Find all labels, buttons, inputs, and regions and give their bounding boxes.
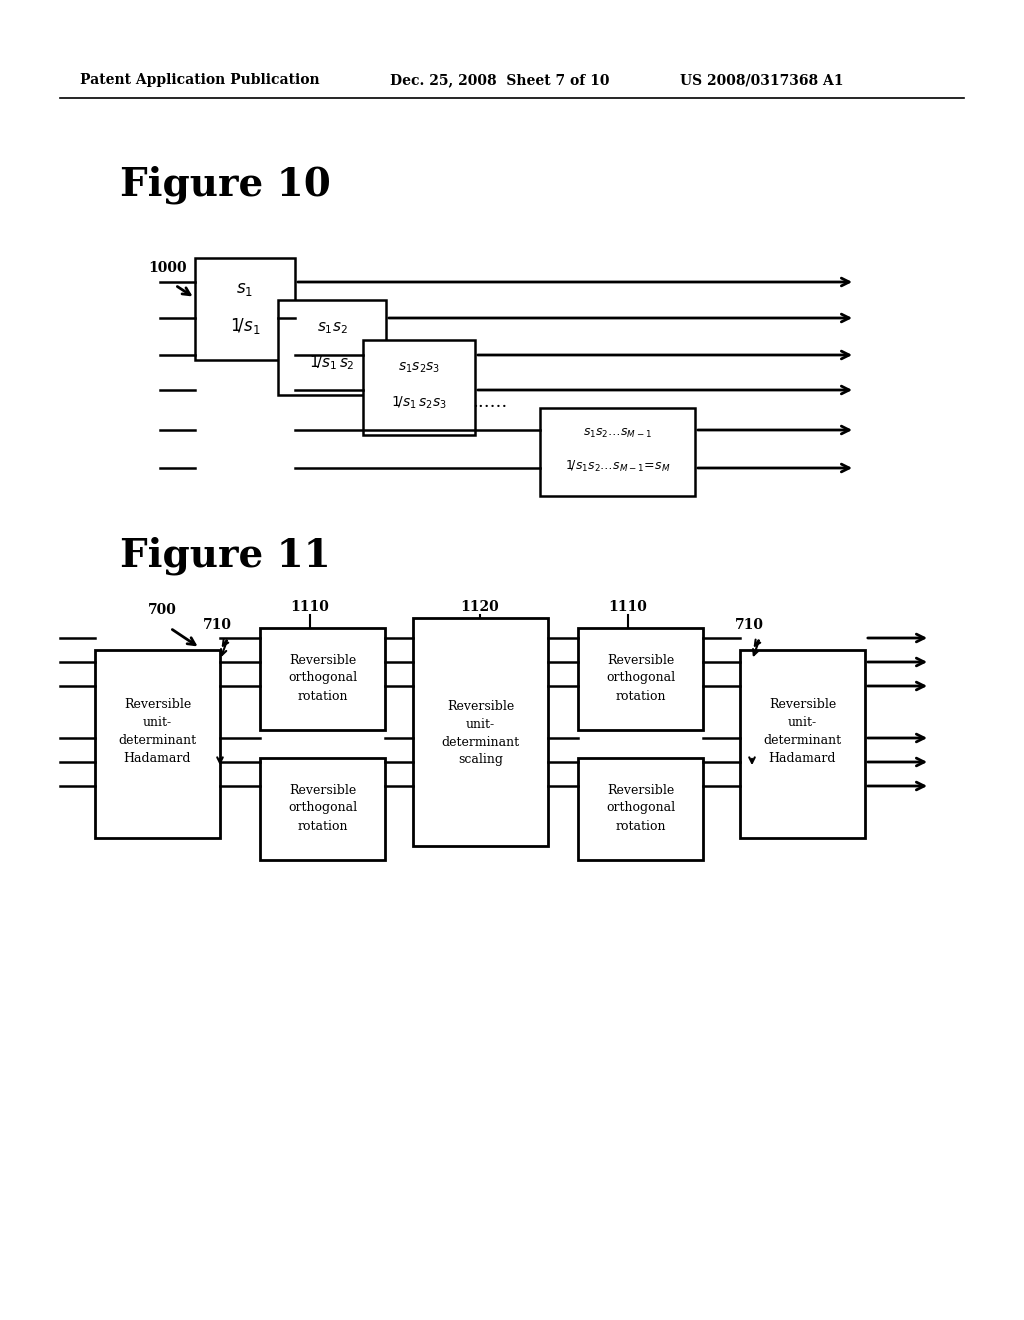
Text: Figure 10: Figure 10	[120, 166, 331, 205]
Text: $1\!/s_1$: $1\!/s_1$	[229, 315, 260, 337]
Text: Reversible: Reversible	[289, 653, 356, 667]
Text: 1110: 1110	[608, 601, 647, 614]
Text: determinant: determinant	[119, 734, 197, 747]
Text: orthogonal: orthogonal	[606, 801, 675, 814]
Bar	[260, 628, 385, 730]
Text: $1\!/s_1\,s_2s_3$: $1\!/s_1\,s_2s_3$	[391, 395, 446, 412]
Text: 1120: 1120	[461, 601, 500, 614]
Text: Dec. 25, 2008  Sheet 7 of 10: Dec. 25, 2008 Sheet 7 of 10	[390, 73, 609, 87]
Text: Reversible: Reversible	[446, 700, 514, 713]
Text: unit-: unit-	[466, 718, 495, 730]
Text: Reversible: Reversible	[769, 698, 837, 711]
Text: rotation: rotation	[615, 689, 666, 702]
Text: 700: 700	[148, 603, 177, 616]
Text: US 2008/0317368 A1: US 2008/0317368 A1	[680, 73, 844, 87]
Bar	[278, 300, 386, 395]
Text: Reversible: Reversible	[607, 784, 674, 796]
Text: determinant: determinant	[441, 735, 519, 748]
Text: $s_1s_2s_3$: $s_1s_2s_3$	[398, 360, 440, 375]
Bar	[540, 408, 695, 496]
Text: Hadamard: Hadamard	[769, 752, 837, 766]
Text: $s_1s_2$: $s_1s_2$	[316, 321, 347, 335]
Text: determinant: determinant	[764, 734, 842, 747]
Text: Hadamard: Hadamard	[124, 752, 191, 766]
Text: $1\!/s_1\,s_2$: $1\!/s_1\,s_2$	[309, 354, 355, 372]
Bar	[740, 649, 865, 838]
Text: rotation: rotation	[297, 820, 348, 833]
Text: rotation: rotation	[615, 820, 666, 833]
Text: scaling: scaling	[458, 754, 503, 767]
Text: Reversible: Reversible	[289, 784, 356, 796]
Text: orthogonal: orthogonal	[288, 672, 357, 685]
Bar	[260, 758, 385, 861]
Bar	[413, 618, 548, 846]
Text: Reversible: Reversible	[607, 653, 674, 667]
Text: orthogonal: orthogonal	[606, 672, 675, 685]
Text: 710: 710	[735, 618, 764, 632]
Bar	[578, 628, 703, 730]
Text: unit-: unit-	[787, 717, 817, 730]
Text: ......: ......	[472, 393, 508, 411]
Bar	[195, 257, 295, 360]
Text: 1000: 1000	[148, 261, 186, 275]
Text: $s_1$: $s_1$	[237, 281, 254, 298]
Bar	[362, 341, 475, 436]
Text: 710: 710	[203, 618, 232, 632]
Text: Reversible: Reversible	[124, 698, 191, 711]
Text: rotation: rotation	[297, 689, 348, 702]
Text: Patent Application Publication: Patent Application Publication	[80, 73, 319, 87]
Bar	[95, 649, 220, 838]
Text: unit-: unit-	[143, 717, 172, 730]
Text: 1110: 1110	[291, 601, 330, 614]
Text: $1\!/s_1s_2\ldots s_{M-1}\!=\!s_M$: $1\!/s_1s_2\ldots s_{M-1}\!=\!s_M$	[565, 458, 670, 474]
Text: orthogonal: orthogonal	[288, 801, 357, 814]
Bar	[578, 758, 703, 861]
Text: Figure 11: Figure 11	[120, 537, 331, 576]
Text: $s_1s_2\ldots s_{M-1}$: $s_1s_2\ldots s_{M-1}$	[583, 426, 652, 440]
